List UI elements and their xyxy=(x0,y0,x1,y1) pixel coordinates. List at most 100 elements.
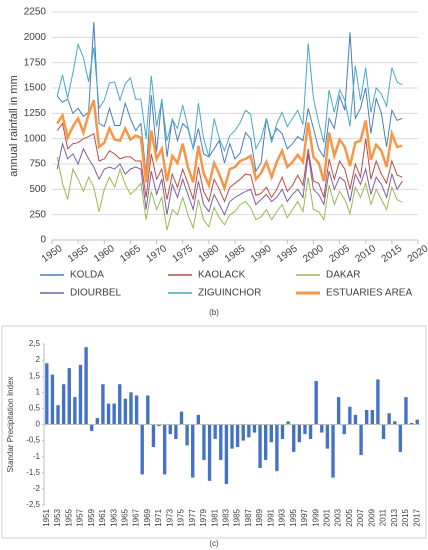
y-tick-label: 2250 xyxy=(24,7,47,18)
x-tick-label: 1955 xyxy=(66,243,91,265)
x-tick-label: 2000 xyxy=(301,243,326,265)
x-tick-label: 1959 xyxy=(87,508,96,526)
chart-frame xyxy=(1,325,427,539)
x-tick-label: 1985 xyxy=(223,243,248,265)
bar xyxy=(342,424,346,435)
bar xyxy=(140,424,144,475)
x-tick-label: 2015 xyxy=(380,243,405,265)
bar xyxy=(112,403,116,425)
series-line xyxy=(56,22,403,175)
x-tick-label: 1975 xyxy=(177,508,186,526)
bar xyxy=(247,424,251,438)
legend-label: ESTUARIES AREA xyxy=(326,288,412,299)
bar xyxy=(376,379,380,425)
bar xyxy=(106,403,111,425)
y-tick-label: -1,5 xyxy=(26,468,40,477)
x-tick-label: 1979 xyxy=(199,508,208,526)
x-tick-label: 2005 xyxy=(345,508,354,526)
x-tick-label: 1987 xyxy=(244,508,253,526)
y-tick-label: -2 xyxy=(33,484,41,493)
x-tick-label: 1969 xyxy=(143,508,152,526)
x-tick-label: 2003 xyxy=(334,508,343,526)
y-tick-label: 2 xyxy=(36,355,41,364)
bar xyxy=(134,395,139,425)
x-tick-label: 1961 xyxy=(98,508,107,526)
bar xyxy=(325,424,330,449)
bar xyxy=(67,368,71,425)
y-tick-label: 2000 xyxy=(24,32,47,43)
bar xyxy=(129,392,133,425)
bar xyxy=(196,414,201,425)
x-tick-label: 1975 xyxy=(171,243,196,265)
bar xyxy=(404,397,408,425)
bar xyxy=(123,398,128,425)
bar xyxy=(292,424,296,452)
x-tick-label: 1977 xyxy=(188,508,197,526)
x-tick-label: 1950 xyxy=(40,243,65,265)
bar xyxy=(157,424,161,427)
x-tick-label: 2013 xyxy=(390,508,399,526)
y-tick-label: 0 xyxy=(40,235,46,246)
bar xyxy=(393,421,397,425)
bar xyxy=(353,414,358,425)
x-tick-label: 2011 xyxy=(379,508,388,526)
x-tick-label: 2010 xyxy=(354,243,379,265)
bar xyxy=(235,424,240,448)
x-tick-label: 1995 xyxy=(289,508,298,526)
bar xyxy=(381,424,386,439)
x-tick-label: 1960 xyxy=(92,243,117,265)
x-tick-label: 1989 xyxy=(255,508,264,526)
y-tick-label: 1,5 xyxy=(29,371,41,380)
legend-label: KOLDA xyxy=(70,270,104,281)
bar xyxy=(387,413,391,425)
x-tick-label: 1951 xyxy=(42,508,51,526)
bar xyxy=(73,397,77,425)
bar xyxy=(162,424,167,475)
x-tick-label: 2017 xyxy=(412,508,421,526)
bar xyxy=(168,424,172,435)
y-tick-label: 250 xyxy=(29,209,46,220)
x-tick-label: 1970 xyxy=(144,243,169,265)
bar xyxy=(269,424,273,443)
bar xyxy=(56,405,60,425)
bar xyxy=(202,424,206,460)
y-tick-label: -0,5 xyxy=(26,436,40,445)
x-tick-label: 1973 xyxy=(165,508,174,526)
x-tick-label: 1997 xyxy=(300,508,309,526)
series-line xyxy=(56,122,403,203)
y-tick-label: 500 xyxy=(29,184,46,195)
bar xyxy=(146,395,150,425)
x-tick-label: 2015 xyxy=(401,508,410,526)
x-tick-label: 1965 xyxy=(118,243,143,265)
x-tick-label: 1965 xyxy=(120,508,129,526)
x-tick-label: 1985 xyxy=(233,508,242,526)
bar xyxy=(224,424,229,485)
x-tick-label: 1995 xyxy=(275,243,300,265)
bar xyxy=(359,424,363,456)
x-tick-label: 2001 xyxy=(323,508,332,526)
bar xyxy=(101,384,105,425)
legend-label: DAKAR xyxy=(326,270,360,281)
y-axis-label: annual rainfall in mm xyxy=(8,75,20,177)
bar xyxy=(78,364,83,425)
bar xyxy=(185,424,189,446)
legend-label: DIOURBEL xyxy=(70,288,122,299)
bar xyxy=(348,406,352,425)
y-tick-label: 2,5 xyxy=(29,339,41,348)
bar xyxy=(275,424,279,472)
x-tick-label: 1991 xyxy=(266,508,275,526)
x-tick-label: 2005 xyxy=(327,243,352,265)
y-tick-label: 750 xyxy=(29,159,46,170)
x-tick-label: 1953 xyxy=(53,508,62,526)
bar xyxy=(230,424,234,449)
x-tick-label: 2009 xyxy=(367,508,376,526)
bar xyxy=(331,424,335,478)
x-tick-label: 1990 xyxy=(249,243,274,265)
bar xyxy=(297,424,302,443)
bar xyxy=(320,424,324,433)
bar xyxy=(280,424,285,439)
bar xyxy=(336,397,341,425)
bar xyxy=(179,411,184,425)
y-tick-label: 1500 xyxy=(24,83,47,94)
